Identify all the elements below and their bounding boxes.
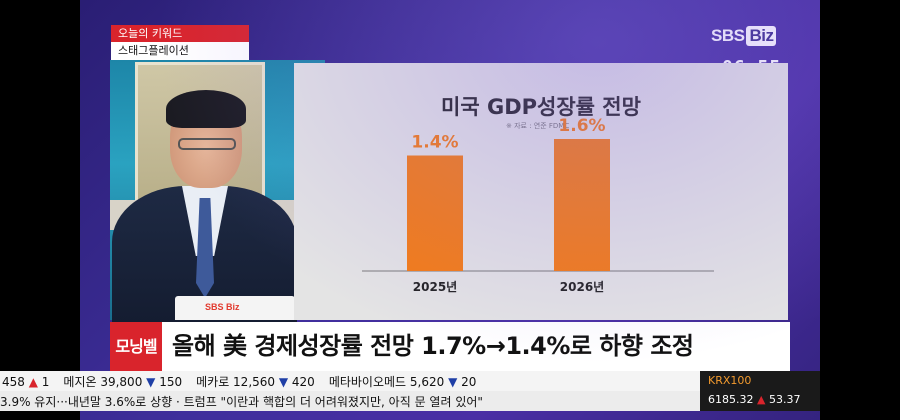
chart-value-label: 1.6%: [558, 116, 605, 136]
keyword-box: 오늘의 키워드 스태그플레이션: [111, 25, 249, 60]
chart-title: 미국 GDP성장률 전망: [441, 95, 641, 119]
laptop-logo: SBS Biz: [205, 302, 240, 312]
bar-chart: 1.4% 2025년 1.6% 2026년: [362, 116, 714, 294]
ticker-item: 메지온 39,800 ▼ 150: [63, 375, 183, 389]
up-triangle-icon: ▲: [757, 393, 766, 406]
desk-laptop: SBS Biz: [175, 296, 295, 320]
logo-biz: Biz: [746, 26, 777, 46]
chart-bar: [407, 155, 463, 271]
news-ticker-text: 3.9% 유지···내년말 3.6%로 상향 · 트럼프 "이란과 핵합의 더 …: [0, 395, 483, 409]
chart-panel: 미국 GDP성장률 전망 ※ 자료 : 연준 FDMC 1.4% 2025년 1.6…: [294, 63, 788, 320]
index-box: KRX100 6185.32 ▲ 53.37: [700, 371, 820, 411]
index-values: 6185.32 ▲ 53.37: [708, 393, 800, 406]
logo-main: SBS: [711, 26, 745, 45]
presenter-glasses: [178, 138, 236, 150]
down-triangle-icon: ▼: [278, 375, 289, 389]
chart-category-label: 2026년: [560, 280, 604, 294]
up-triangle-icon: ▲: [28, 375, 38, 389]
ticker-item: 458 ▲ 1: [2, 375, 50, 389]
headline-bar: [110, 322, 790, 371]
keyword-text: 스태그플레이션: [111, 42, 249, 60]
headline-text: 올해 美 경제성장률 전망 1.7%→1.4%로 하향 조정: [172, 332, 694, 360]
show-badge: 모닝벨: [110, 322, 162, 371]
stock-ticker: 458 ▲ 1 메지온 39,800 ▼ 150 메카로 12,560 ▼ 420 메…: [0, 371, 700, 391]
presenter-hair: [166, 90, 246, 128]
presenter: [112, 88, 297, 326]
news-ticker: 3.9% 유지···내년말 3.6%로 상향 · 트럼프 "이란과 핵합의 더 …: [0, 391, 700, 411]
down-triangle-icon: ▼: [448, 375, 458, 389]
index-label: KRX100: [708, 374, 752, 387]
chart-bar: [554, 139, 610, 271]
presenter-tie: [196, 198, 214, 298]
ticker-item: 메카로 12,560 ▼ 420: [196, 375, 315, 389]
chart-source: ※ 자료 : 연준 FDMC: [506, 122, 570, 130]
ticker-item: 메타바이오메드 5,620 ▼ 20: [328, 375, 477, 389]
index-change: 53.37: [768, 393, 801, 406]
channel-logo: SBS Biz: [711, 26, 777, 46]
down-triangle-icon: ▼: [146, 375, 156, 389]
keyword-header: 오늘의 키워드: [111, 25, 249, 42]
chart-category-label: 2025년: [413, 280, 457, 294]
index-value: 6185.32: [708, 393, 754, 406]
chart-value-label: 1.4%: [411, 133, 458, 153]
